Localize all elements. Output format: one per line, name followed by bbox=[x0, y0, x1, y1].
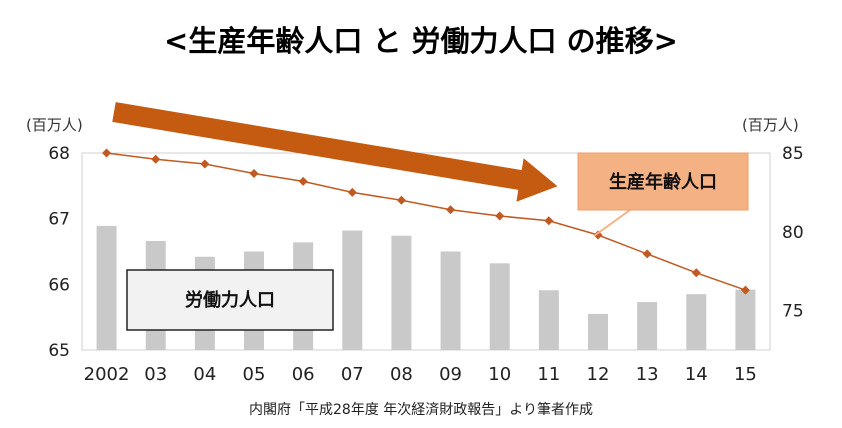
category-label: 07 bbox=[341, 364, 364, 385]
bar-14 bbox=[686, 294, 707, 350]
category-label: 15 bbox=[734, 364, 757, 385]
left-tick-label: 66 bbox=[48, 275, 70, 295]
bar-07 bbox=[342, 230, 363, 350]
line-point-06 bbox=[298, 176, 308, 186]
line-point-13 bbox=[642, 249, 652, 259]
left-tick-label: 65 bbox=[48, 341, 70, 361]
bar-label-box bbox=[126, 269, 334, 331]
right-tick-label: 80 bbox=[782, 223, 804, 243]
line-point-07 bbox=[347, 187, 357, 197]
source-note: 内閣府「平成28年度 年次経済財政報告」より筆者作成 bbox=[249, 402, 593, 418]
bar-2002 bbox=[96, 225, 117, 350]
category-label: 04 bbox=[193, 364, 216, 385]
callout-leader-line bbox=[593, 209, 631, 237]
left-tick-label: 68 bbox=[48, 144, 70, 164]
bar-10 bbox=[489, 263, 510, 350]
right-tick-label: 85 bbox=[782, 144, 804, 164]
trend-arrow bbox=[112, 102, 558, 202]
plot-frame bbox=[81, 152, 771, 351]
category-label: 12 bbox=[587, 364, 610, 385]
left-axis-unit: (百万人) bbox=[26, 116, 83, 134]
bar-series-label: 労働力人口 bbox=[185, 289, 275, 311]
line-point-08 bbox=[396, 195, 406, 205]
line-point-03 bbox=[151, 154, 161, 164]
line-series-label: 生産年齢人口 bbox=[609, 171, 717, 193]
line-point-2002 bbox=[102, 148, 112, 158]
right-axis-ticks: 75 80 85 bbox=[782, 144, 804, 322]
callouts: 生産年齢人口 労働力人口 bbox=[126, 152, 749, 331]
category-label: 13 bbox=[636, 364, 659, 385]
category-label: 2002 bbox=[84, 364, 130, 385]
line-point-04 bbox=[200, 159, 210, 169]
line-callout-box bbox=[577, 152, 749, 211]
line-point-10 bbox=[495, 211, 505, 221]
bar-09 bbox=[440, 251, 461, 350]
line-series bbox=[102, 148, 750, 295]
chart-title: <生産年齢人口 と 労働力人口 の推移> bbox=[164, 24, 678, 58]
line-point-05 bbox=[249, 168, 259, 178]
category-label: 10 bbox=[488, 364, 511, 385]
category-label: 11 bbox=[537, 364, 560, 385]
category-label: 03 bbox=[144, 364, 167, 385]
line-point-14 bbox=[691, 268, 701, 278]
right-tick-label: 75 bbox=[782, 302, 804, 322]
bar-11 bbox=[538, 290, 559, 350]
left-tick-label: 67 bbox=[48, 210, 70, 230]
bar-15 bbox=[735, 289, 756, 350]
line-point-15 bbox=[740, 285, 750, 295]
line-path bbox=[106, 152, 746, 291]
category-label: 05 bbox=[243, 364, 266, 385]
trend-arrow-shape bbox=[112, 102, 558, 202]
plot-border bbox=[81, 152, 771, 351]
category-label: 09 bbox=[439, 364, 462, 385]
bar-13 bbox=[637, 302, 658, 350]
right-axis-unit: (百万人) bbox=[742, 116, 799, 134]
category-axis: 2002 03 04 05 06 07 08 09 10 11 12 13 14 15 bbox=[84, 364, 757, 385]
category-label: 06 bbox=[292, 364, 315, 385]
category-label: 08 bbox=[390, 364, 413, 385]
line-point-11 bbox=[544, 216, 554, 226]
left-axis-ticks: 65 66 67 68 bbox=[48, 144, 70, 361]
category-label: 14 bbox=[685, 364, 708, 385]
bar-08 bbox=[391, 235, 412, 350]
line-point-09 bbox=[446, 205, 456, 215]
bar-12 bbox=[588, 313, 608, 350]
